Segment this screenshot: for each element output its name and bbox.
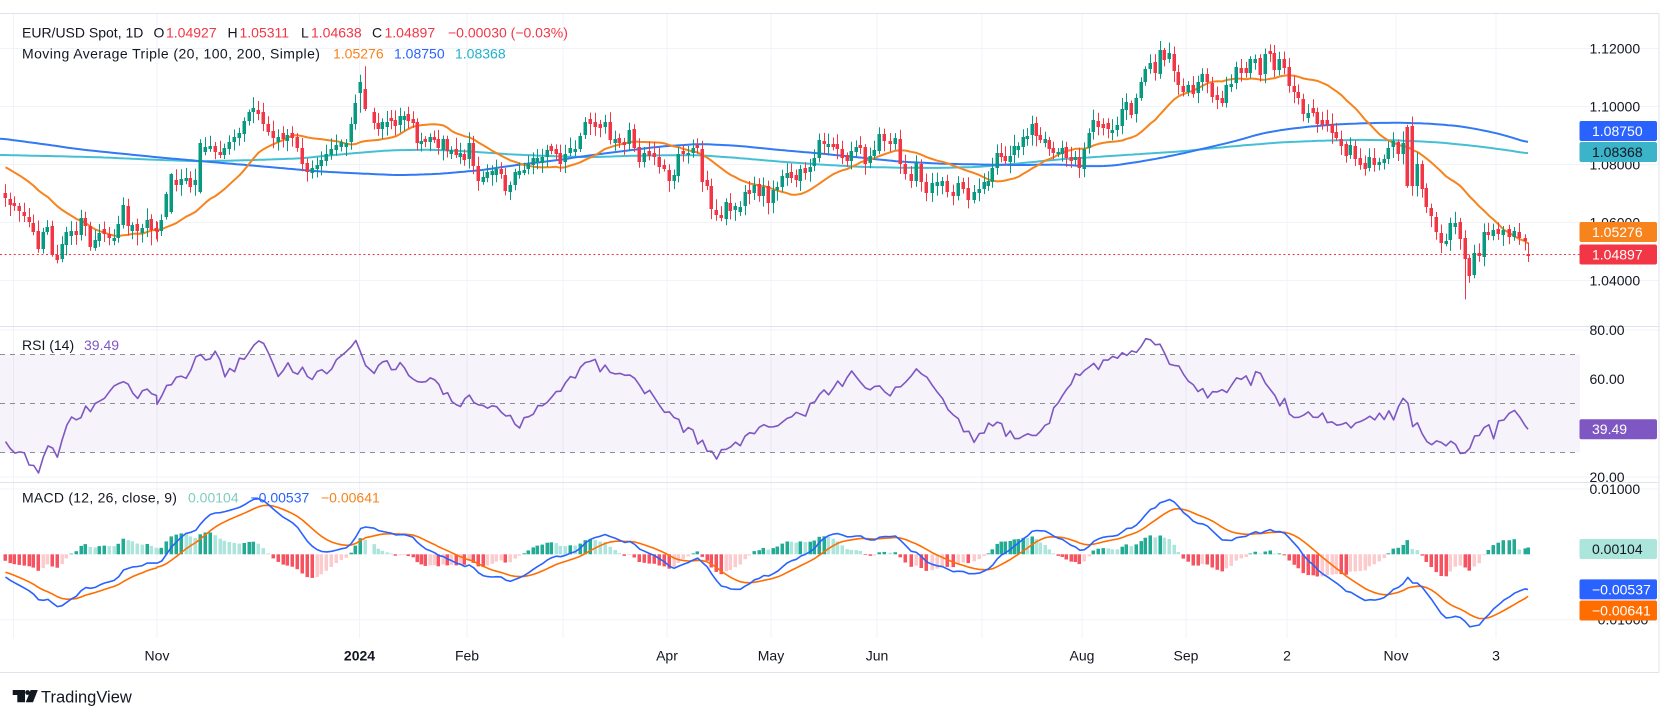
svg-text:Nov: Nov bbox=[145, 648, 170, 664]
svg-text:TradingView: TradingView bbox=[41, 688, 132, 706]
svg-text:Feb: Feb bbox=[455, 648, 479, 664]
svg-text:L: L bbox=[301, 25, 309, 41]
svg-text:−0.00537: −0.00537 bbox=[251, 490, 310, 506]
svg-text:1.10000: 1.10000 bbox=[1590, 99, 1641, 115]
svg-text:May: May bbox=[758, 648, 784, 664]
svg-text:Nov: Nov bbox=[1384, 648, 1409, 664]
svg-text:80.00: 80.00 bbox=[1590, 322, 1625, 338]
svg-text:−0.00030 (−0.03%): −0.00030 (−0.03%) bbox=[448, 25, 568, 41]
svg-text:Aug: Aug bbox=[1070, 648, 1095, 664]
svg-text:1.05276: 1.05276 bbox=[1592, 224, 1643, 240]
svg-text:2024: 2024 bbox=[344, 648, 375, 664]
svg-text:1.08368: 1.08368 bbox=[1592, 144, 1643, 160]
svg-text:1.12000: 1.12000 bbox=[1590, 41, 1641, 57]
svg-text:0.00104: 0.00104 bbox=[1592, 541, 1643, 557]
svg-text:2: 2 bbox=[1283, 648, 1291, 664]
svg-text:3: 3 bbox=[1492, 648, 1500, 664]
svg-text:1.08368: 1.08368 bbox=[455, 46, 506, 62]
svg-text:1.08750: 1.08750 bbox=[1592, 123, 1643, 139]
svg-text:Jun: Jun bbox=[866, 648, 889, 664]
svg-text:1.05311: 1.05311 bbox=[240, 25, 290, 41]
svg-text:RSI (14): RSI (14) bbox=[22, 337, 74, 353]
svg-text:1.04897: 1.04897 bbox=[385, 25, 436, 41]
svg-text:1.04927: 1.04927 bbox=[166, 25, 217, 41]
svg-text:MACD (12, 26, close, 9): MACD (12, 26, close, 9) bbox=[22, 490, 177, 506]
svg-text:−0.00537: −0.00537 bbox=[1592, 581, 1651, 597]
svg-text:Sep: Sep bbox=[1174, 648, 1199, 664]
svg-text:EUR/USD Spot, 1D: EUR/USD Spot, 1D bbox=[22, 25, 143, 41]
svg-text:39.49: 39.49 bbox=[84, 337, 119, 353]
svg-text:−0.00641: −0.00641 bbox=[1592, 603, 1651, 619]
svg-text:1.08750: 1.08750 bbox=[394, 46, 445, 62]
svg-text:1.04638: 1.04638 bbox=[311, 25, 362, 41]
svg-text:1.05276: 1.05276 bbox=[333, 46, 384, 62]
svg-text:Moving Average Triple (20, 100: Moving Average Triple (20, 100, 200, Sim… bbox=[22, 46, 320, 62]
svg-text:60.00: 60.00 bbox=[1590, 371, 1625, 387]
svg-text:H: H bbox=[228, 25, 238, 41]
svg-text:0.00104: 0.00104 bbox=[188, 490, 239, 506]
svg-text:1.04000: 1.04000 bbox=[1590, 273, 1641, 289]
svg-text:20.00: 20.00 bbox=[1590, 469, 1625, 485]
svg-text:Apr: Apr bbox=[656, 648, 678, 664]
svg-text:C: C bbox=[372, 25, 382, 41]
svg-text:0.01000: 0.01000 bbox=[1590, 481, 1641, 497]
svg-text:O: O bbox=[154, 25, 165, 41]
svg-text:1.04897: 1.04897 bbox=[1592, 246, 1643, 262]
svg-text:−0.00641: −0.00641 bbox=[321, 490, 380, 506]
svg-text:39.49: 39.49 bbox=[1592, 421, 1627, 437]
